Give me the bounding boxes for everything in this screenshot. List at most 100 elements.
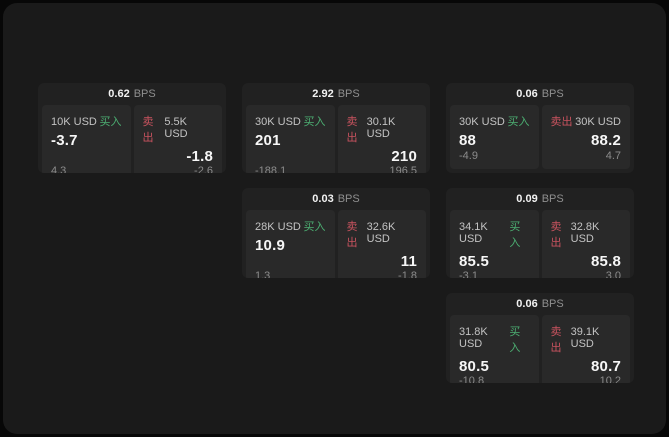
buy-delta: -188.1 xyxy=(255,165,287,173)
sell-panel-top: 卖出 32.6K USD xyxy=(347,218,418,250)
panels: 31.8K USD 买入 80.5 -10.8 卖出 39.1K USD 80.… xyxy=(446,315,634,383)
card-header: 0.06 BPS xyxy=(446,83,634,105)
card-header: 0.62 BPS xyxy=(38,83,226,105)
bps-unit-label: BPS xyxy=(541,193,564,205)
sell-panel-top: 卖出 32.8K USD xyxy=(551,218,622,250)
buy-amount: 28K USD xyxy=(255,221,301,233)
sell-amount: 30K USD xyxy=(575,116,621,128)
quote-card: 2.92 BPS 30K USD 买入 201 -188.1 卖出 30.1K … xyxy=(242,83,430,173)
sell-side-label: 卖出 xyxy=(346,221,358,249)
sell-price: -1.8 xyxy=(186,148,213,165)
sell-panel-top: 卖出 39.1K USD xyxy=(551,323,622,355)
buy-delta: 4.3 xyxy=(51,165,67,173)
sell-side-label: 卖出 xyxy=(142,116,154,144)
quote-card: 0.09 BPS 34.1K USD 买入 85.5 -3.1 卖出 32.8K… xyxy=(446,188,634,278)
quote-card: 0.03 BPS 28K USD 买入 10.9 1.3 卖出 32.6K US… xyxy=(242,188,430,278)
quote-card: 0.06 BPS 30K USD 买入 88 -4.9 卖出 30K USD 8… xyxy=(446,83,634,173)
sell-price: 85.8 xyxy=(591,253,621,270)
buy-panel[interactable]: 10K USD 买入 -3.7 4.3 xyxy=(42,105,131,173)
buy-price: -3.7 xyxy=(51,132,78,149)
sell-side-label: 卖出 xyxy=(550,221,562,249)
buy-panel-top: 28K USD 买入 xyxy=(255,218,326,234)
buy-price: 201 xyxy=(255,132,281,149)
bps-unit-label: BPS xyxy=(541,298,564,310)
bps-value: 2.92 xyxy=(312,88,334,100)
buy-delta: -10.8 xyxy=(459,375,485,383)
buy-delta: 1.3 xyxy=(255,270,271,278)
sell-price: 11 xyxy=(400,253,417,270)
sell-panel[interactable]: 卖出 39.1K USD 80.7 10.2 xyxy=(541,315,630,383)
sell-delta: 4.7 xyxy=(605,150,621,162)
sell-panel-top: 卖出 5.5K USD xyxy=(143,113,214,145)
sell-panel[interactable]: 卖出 5.5K USD -1.8 -2.6 xyxy=(133,105,222,173)
sell-price: 80.7 xyxy=(591,358,621,375)
sell-amount: 5.5K USD xyxy=(164,116,188,140)
sell-delta: -1.8 xyxy=(398,270,417,278)
card-header: 2.92 BPS xyxy=(242,83,430,105)
bps-value: 0.06 xyxy=(516,298,538,310)
bps-unit-label: BPS xyxy=(133,88,156,100)
buy-delta: -4.9 xyxy=(459,150,478,162)
sell-panel[interactable]: 卖出 32.6K USD 11 -1.8 xyxy=(337,210,426,278)
bps-unit-label: BPS xyxy=(337,88,360,100)
card-header: 0.09 BPS xyxy=(446,188,634,210)
bps-value: 0.06 xyxy=(516,88,538,100)
panels: 10K USD 买入 -3.7 4.3 卖出 5.5K USD -1.8 -2.… xyxy=(38,105,226,173)
bps-value: 0.62 xyxy=(108,88,130,100)
buy-delta: -3.1 xyxy=(459,270,478,278)
sell-panel[interactable]: 卖出 30.1K USD 210 196.5 xyxy=(337,105,426,173)
panels: 34.1K USD 买入 85.5 -3.1 卖出 32.8K USD 85.8… xyxy=(446,210,634,278)
buy-side-label: 买入 xyxy=(303,116,326,128)
sell-amount: 32.8K USD xyxy=(570,221,600,245)
sell-delta: 196.5 xyxy=(389,165,417,173)
buy-panel-top: 30K USD 买入 xyxy=(459,113,530,129)
buy-panel-top: 34.1K USD 买入 xyxy=(459,218,530,250)
buy-side-label: 买入 xyxy=(99,116,122,128)
buy-side-label: 买入 xyxy=(303,221,326,233)
buy-panel-top: 31.8K USD 买入 xyxy=(459,323,530,355)
sell-price: 210 xyxy=(391,148,417,165)
app-window: 0.62 BPS 10K USD 买入 -3.7 4.3 卖出 5.5K USD… xyxy=(3,3,666,434)
buy-price: 10.9 xyxy=(255,237,285,254)
buy-panel-top: 10K USD 买入 xyxy=(51,113,122,129)
buy-side-label: 买入 xyxy=(509,326,521,354)
panels: 30K USD 买入 201 -188.1 卖出 30.1K USD 210 1… xyxy=(242,105,430,173)
card-header: 0.03 BPS xyxy=(242,188,430,210)
bps-value: 0.03 xyxy=(312,193,334,205)
sell-delta: 3.0 xyxy=(605,270,621,278)
cards-grid: 0.62 BPS 10K USD 买入 -3.7 4.3 卖出 5.5K USD… xyxy=(38,83,634,383)
sell-panel[interactable]: 卖出 32.8K USD 85.8 3.0 xyxy=(541,210,630,278)
sell-amount: 32.6K USD xyxy=(366,221,396,245)
sell-price: 88.2 xyxy=(591,132,621,149)
buy-amount: 30K USD xyxy=(459,116,505,128)
buy-panel[interactable]: 30K USD 买入 88 -4.9 xyxy=(450,105,539,169)
buy-amount: 31.8K USD xyxy=(459,326,488,350)
bps-unit-label: BPS xyxy=(541,88,564,100)
sell-amount: 30.1K USD xyxy=(366,116,396,140)
sell-side-label: 卖出 xyxy=(550,116,573,128)
buy-price: 85.5 xyxy=(459,253,489,270)
bps-value: 0.09 xyxy=(516,193,538,205)
buy-side-label: 买入 xyxy=(507,116,530,128)
sell-panel[interactable]: 卖出 30K USD 88.2 4.7 xyxy=(541,105,630,169)
sell-side-label: 卖出 xyxy=(346,116,358,144)
sell-delta: 10.2 xyxy=(599,375,621,383)
buy-panel[interactable]: 28K USD 买入 10.9 1.3 xyxy=(246,210,335,278)
buy-panel[interactable]: 31.8K USD 买入 80.5 -10.8 xyxy=(450,315,539,383)
sell-side-label: 卖出 xyxy=(550,326,562,354)
panels: 30K USD 买入 88 -4.9 卖出 30K USD 88.2 4.7 xyxy=(446,105,634,173)
bps-unit-label: BPS xyxy=(337,193,360,205)
buy-price: 88 xyxy=(459,132,477,149)
buy-panel[interactable]: 34.1K USD 买入 85.5 -3.1 xyxy=(450,210,539,278)
buy-side-label: 买入 xyxy=(509,221,521,249)
panels: 28K USD 买入 10.9 1.3 卖出 32.6K USD 11 -1.8 xyxy=(242,210,430,278)
card-header: 0.06 BPS xyxy=(446,293,634,315)
sell-amount: 39.1K USD xyxy=(570,326,600,350)
buy-price: 80.5 xyxy=(459,358,489,375)
buy-panel-top: 30K USD 买入 xyxy=(255,113,326,129)
quote-card: 0.62 BPS 10K USD 买入 -3.7 4.3 卖出 5.5K USD… xyxy=(38,83,226,173)
sell-panel-top: 卖出 30K USD xyxy=(551,113,622,129)
quote-card: 0.06 BPS 31.8K USD 买入 80.5 -10.8 卖出 39.1… xyxy=(446,293,634,383)
buy-amount: 30K USD xyxy=(255,116,301,128)
buy-panel[interactable]: 30K USD 买入 201 -188.1 xyxy=(246,105,335,173)
